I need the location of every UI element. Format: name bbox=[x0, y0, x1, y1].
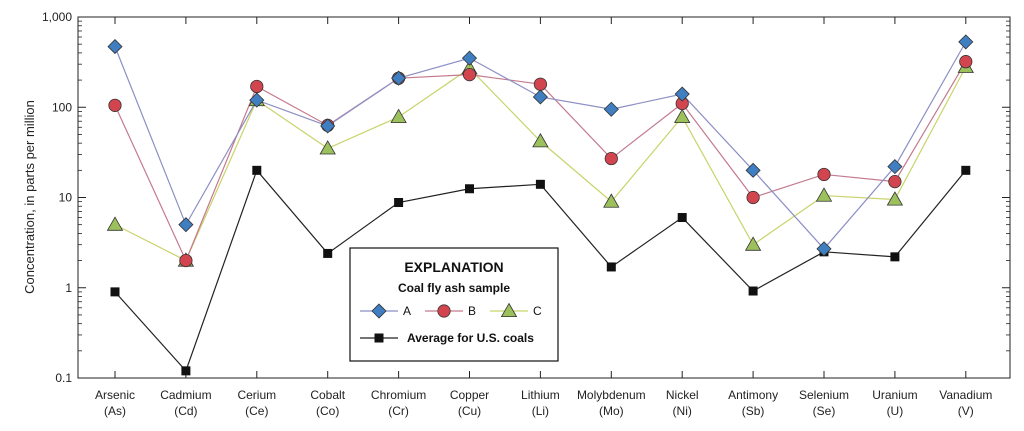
x-tick-symbol: (Ni) bbox=[673, 404, 692, 418]
data-point-circle bbox=[604, 151, 618, 166]
data-point-triangle bbox=[106, 216, 124, 231]
y-tick-label: 10 bbox=[59, 191, 73, 205]
data-point-triangle bbox=[815, 187, 833, 202]
data-point-triangle bbox=[603, 193, 620, 208]
data-point-circle bbox=[108, 98, 122, 112]
y-tick-label: 100 bbox=[52, 100, 72, 114]
data-point-circle bbox=[179, 253, 193, 268]
legend-marker-circle bbox=[437, 304, 451, 318]
x-tick-symbol: (Ce) bbox=[245, 404, 268, 418]
legend-items: A B C Average for U.S. coals bbox=[360, 302, 542, 345]
data-point-diamond bbox=[461, 50, 478, 66]
data-point-triangle bbox=[674, 108, 691, 124]
data-point-triangle bbox=[319, 140, 336, 155]
data-point-triangle bbox=[532, 132, 549, 148]
x-tick-symbol: (Sb) bbox=[742, 404, 765, 418]
x-tick-label: Arsenic bbox=[95, 388, 135, 402]
legend-marker-triangle bbox=[500, 302, 518, 318]
data-point-diamond bbox=[391, 70, 407, 86]
x-tick-symbol: (Cr) bbox=[388, 404, 409, 418]
data-point-triangle bbox=[390, 108, 407, 124]
x-tick-symbol: (Mo) bbox=[599, 404, 624, 418]
data-point-diamond bbox=[178, 217, 194, 233]
data-point-circle bbox=[250, 79, 264, 94]
x-tick-symbol: (Cd) bbox=[174, 404, 197, 418]
data-point-circle bbox=[888, 175, 902, 189]
y-axis: 1,000 100 10 1 0.1 bbox=[42, 10, 1010, 385]
data-point-square bbox=[606, 262, 616, 272]
data-point-square bbox=[252, 165, 262, 175]
data-point-square bbox=[535, 179, 545, 189]
data-point-square bbox=[110, 287, 120, 297]
x-tick-label: Nickel bbox=[666, 388, 699, 402]
x-tick-symbol: (Co) bbox=[316, 404, 339, 418]
x-tick-label: Cerium bbox=[237, 388, 276, 402]
data-point-square bbox=[961, 165, 971, 175]
x-tick-symbol: (As) bbox=[104, 404, 126, 418]
legend-label: B bbox=[468, 304, 476, 318]
data-point-diamond bbox=[887, 159, 903, 175]
legend-subtitle: Coal fly ash sample bbox=[398, 281, 510, 295]
data-point-square bbox=[677, 213, 687, 223]
legend-title: EXPLANATION bbox=[404, 259, 503, 275]
legend-label: Average for U.S. coals bbox=[407, 331, 534, 345]
x-tick-label: Antimony bbox=[728, 388, 778, 402]
data-point-circle bbox=[746, 190, 760, 205]
legend-marker-diamond bbox=[371, 303, 387, 319]
y-axis-title: Concentration, in parts per million bbox=[22, 100, 37, 294]
data-point-square bbox=[323, 248, 333, 258]
x-tick-label: Uranium bbox=[872, 388, 917, 402]
data-point-triangle bbox=[886, 191, 904, 206]
legend-label: A bbox=[403, 304, 411, 318]
legend-label: C bbox=[533, 304, 542, 318]
data-point-square bbox=[394, 198, 404, 208]
data-point-diamond bbox=[816, 241, 832, 257]
y-tick-label: 1 bbox=[65, 281, 72, 295]
x-tick-symbol: (Cu) bbox=[458, 404, 481, 418]
x-tick-label: Lithium bbox=[521, 388, 560, 402]
data-point-circle bbox=[817, 167, 831, 182]
x-tick-symbol: (Li) bbox=[532, 404, 549, 418]
x-tick-symbol: (U) bbox=[887, 404, 904, 418]
data-point-diamond bbox=[745, 162, 761, 178]
data-point-diamond bbox=[107, 39, 123, 55]
data-point-circle bbox=[462, 68, 477, 82]
data-point-diamond bbox=[958, 34, 974, 50]
y-tick-label: 1,000 bbox=[42, 10, 72, 24]
series-group bbox=[106, 34, 974, 376]
x-tick-label: Chromium bbox=[371, 388, 426, 402]
x-tick-label: Copper bbox=[450, 388, 489, 402]
data-point-diamond bbox=[674, 86, 690, 102]
data-point-circle bbox=[533, 77, 548, 91]
data-point-square bbox=[890, 252, 900, 262]
data-point-triangle bbox=[744, 236, 762, 251]
data-point-square bbox=[748, 286, 758, 296]
legend: EXPLANATION Coal fly ash sample A B C Avera… bbox=[349, 247, 559, 362]
data-point-circle bbox=[959, 55, 973, 69]
x-tick-label: Molybdenum bbox=[577, 388, 646, 402]
legend-marker-square bbox=[374, 333, 384, 343]
legend-box bbox=[349, 247, 559, 362]
x-tick-label: Cobalt bbox=[310, 388, 345, 402]
data-point-diamond bbox=[532, 89, 548, 105]
data-point-square bbox=[181, 366, 191, 376]
data-point-diamond bbox=[320, 118, 336, 134]
x-tick-label: Vanadium bbox=[939, 388, 992, 402]
y-tick-label: 0.1 bbox=[55, 371, 72, 385]
data-point-diamond bbox=[249, 92, 265, 108]
x-tick-symbol: (V) bbox=[958, 404, 974, 418]
data-point-diamond bbox=[603, 101, 619, 117]
x-tick-label: Selenium bbox=[799, 388, 849, 402]
data-point-square bbox=[465, 184, 474, 194]
x-tick-label: Cadmium bbox=[160, 388, 211, 402]
x-axis: Arsenic (As) Cadmium (Cd) Cerium (Ce) Cobalt (C… bbox=[95, 17, 992, 418]
x-tick-symbol: (Se) bbox=[813, 404, 836, 418]
